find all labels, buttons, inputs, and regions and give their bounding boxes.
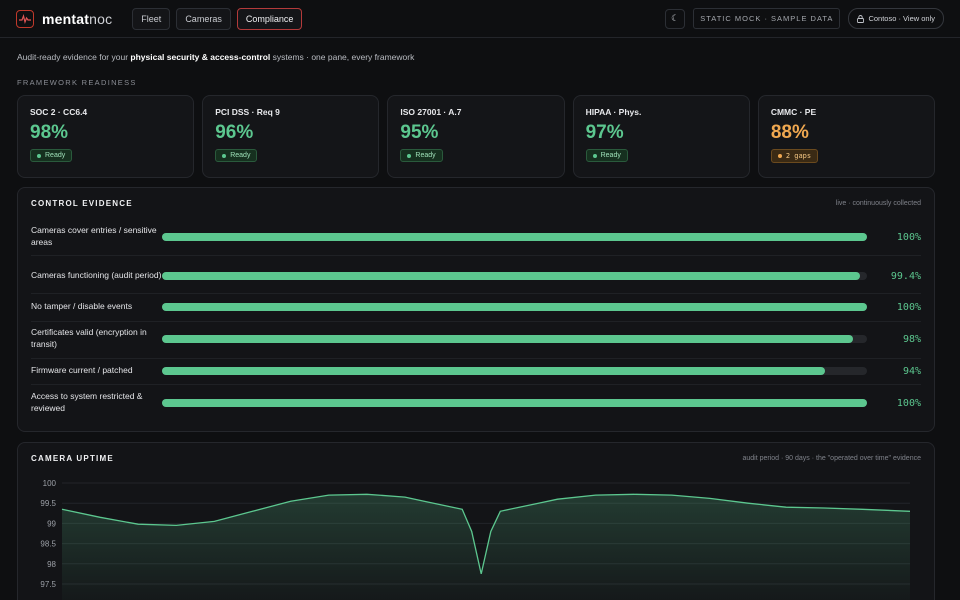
evidence-label: Cameras functioning (audit period) (31, 270, 162, 281)
evidence-progress-bar (162, 233, 867, 241)
panel-title: CONTROL EVIDENCE (31, 199, 133, 208)
mock-data-badge: STATIC MOCK · SAMPLE DATA (693, 8, 841, 29)
card-score: 96% (215, 122, 254, 143)
evidence-percent: 100% (896, 231, 921, 243)
framework-card-pci-dss[interactable]: PCI DSS · Req 9 96% Ready (202, 95, 380, 178)
status-badge: Ready (400, 149, 443, 162)
status-badge: Ready (215, 149, 258, 162)
card-score: 98% (30, 122, 69, 143)
evidence-row: Cameras cover entries / sensitive areas … (31, 224, 921, 250)
evidence-label: No tamper / disable events (31, 301, 133, 312)
evidence-progress-fill (162, 272, 860, 280)
row-divider (31, 321, 921, 322)
framework-cards: SOC 2 · CC6.4 98% Ready PCI DSS · Req 9 … (17, 95, 936, 178)
moon-icon: ☾ (671, 13, 680, 23)
card-title: SOC 2 · CC6.4 (30, 107, 88, 117)
status-dot-icon (37, 153, 41, 158)
evidence-row: Access to system restricted & reviewed 1… (31, 390, 921, 416)
framework-readiness-heading: FRAMEWORK READINESS (17, 78, 137, 87)
card-score: 88% (770, 122, 809, 143)
evidence-progress-fill (162, 335, 853, 343)
brand-name: mentatnoc (42, 10, 113, 27)
row-divider (31, 293, 921, 294)
evidence-percent: 100% (896, 301, 921, 313)
status-dot-icon (407, 153, 412, 158)
page-intro: Audit-ready evidence for your physical s… (17, 52, 415, 62)
evidence-label: Cameras cover entries / sensitive areas (31, 225, 157, 247)
evidence-percent: 100% (896, 397, 921, 409)
evidence-label: Firmware current / patched (31, 365, 133, 376)
evidence-row: Certificates valid (encryption in transi… (31, 326, 921, 352)
framework-card-hipaa[interactable]: HIPAA · Phys. 97% Ready (572, 95, 750, 178)
evidence-progress-fill (162, 233, 867, 241)
gaps-badge[interactable]: 2 gaps (770, 149, 819, 163)
status-dot-icon (222, 153, 227, 158)
panel-meta: audit period · 90 days · the "operated o… (742, 455, 921, 462)
evidence-row: Cameras functioning (audit period) 99.4% (31, 263, 921, 289)
status-dot-icon (777, 154, 782, 158)
evidence-progress-bar (162, 367, 867, 375)
tenant-label: Contoso · View only (868, 14, 935, 23)
framework-card-soc2[interactable]: SOC 2 · CC6.4 98% Ready (17, 95, 195, 178)
y-tick-label: 99 (47, 519, 56, 528)
card-title: CMMC · PE (770, 107, 817, 117)
evidence-progress-bar (162, 399, 867, 407)
theme-toggle-button[interactable]: ☾ (665, 8, 686, 29)
card-title: PCI DSS · Req 9 (215, 107, 280, 117)
evidence-progress-fill (162, 367, 825, 375)
tab-fleet[interactable]: Fleet (132, 7, 171, 30)
evidence-progress-fill (162, 303, 867, 311)
y-tick-label: 97.5 (40, 580, 56, 589)
evidence-percent: 94% (902, 365, 921, 377)
brand-logo[interactable]: mentatnoc (16, 9, 113, 28)
uptime-chart: 100 99.5 99 98.5 98 97.5 (40, 479, 911, 600)
card-score: 95% (400, 122, 439, 143)
evidence-row: No tamper / disable events 100% (31, 300, 921, 314)
panel-title: CAMERA UPTIME (31, 454, 114, 463)
uptime-line (61, 493, 911, 575)
y-tick-label: 98 (47, 560, 56, 569)
evidence-percent: 99.4% (890, 270, 921, 282)
evidence-label: Certificates valid (encryption in transi… (31, 327, 147, 349)
status-badge: Ready (585, 149, 628, 162)
evidence-progress-fill (162, 399, 867, 407)
row-divider (31, 384, 921, 385)
main-nav: Fleet Cameras Compliance (132, 7, 303, 30)
evidence-progress-bar (162, 303, 867, 311)
tenant-selector[interactable]: Contoso · View only (848, 8, 944, 29)
card-title: ISO 27001 · A.7 (400, 107, 462, 117)
status-dot-icon (592, 153, 597, 158)
top-bar: mentatnoc Fleet Cameras Compliance ☾ STA… (0, 0, 960, 38)
card-title: HIPAA · Phys. (585, 107, 642, 117)
card-score: 97% (585, 122, 624, 143)
evidence-label: Access to system restricted & reviewed (31, 391, 143, 413)
pulse-icon (16, 9, 34, 28)
evidence-percent: 98% (902, 333, 921, 345)
status-badge: Ready (30, 149, 73, 162)
tab-compliance[interactable]: Compliance (236, 7, 303, 30)
evidence-row: Firmware current / patched 94% (31, 364, 921, 378)
framework-card-cmmc[interactable]: CMMC · PE 88% 2 gaps (757, 95, 936, 178)
camera-uptime-panel: CAMERA UPTIME audit period · 90 days · t… (17, 442, 935, 600)
y-tick-label: 99.5 (40, 499, 56, 508)
uptime-area (62, 494, 910, 600)
tab-cameras[interactable]: Cameras (176, 7, 231, 30)
lock-icon (857, 14, 865, 23)
row-divider (31, 255, 921, 256)
framework-card-iso27001[interactable]: ISO 27001 · A.7 95% Ready (387, 95, 565, 178)
evidence-progress-bar (162, 272, 867, 280)
y-tick-label: 100 (43, 479, 57, 488)
evidence-progress-bar (162, 335, 867, 343)
panel-meta: live · continuously collected (835, 200, 921, 207)
row-divider (31, 358, 921, 359)
y-tick-label: 98.5 (40, 540, 56, 549)
control-evidence-panel: CONTROL EVIDENCE live · continuously col… (17, 187, 935, 432)
